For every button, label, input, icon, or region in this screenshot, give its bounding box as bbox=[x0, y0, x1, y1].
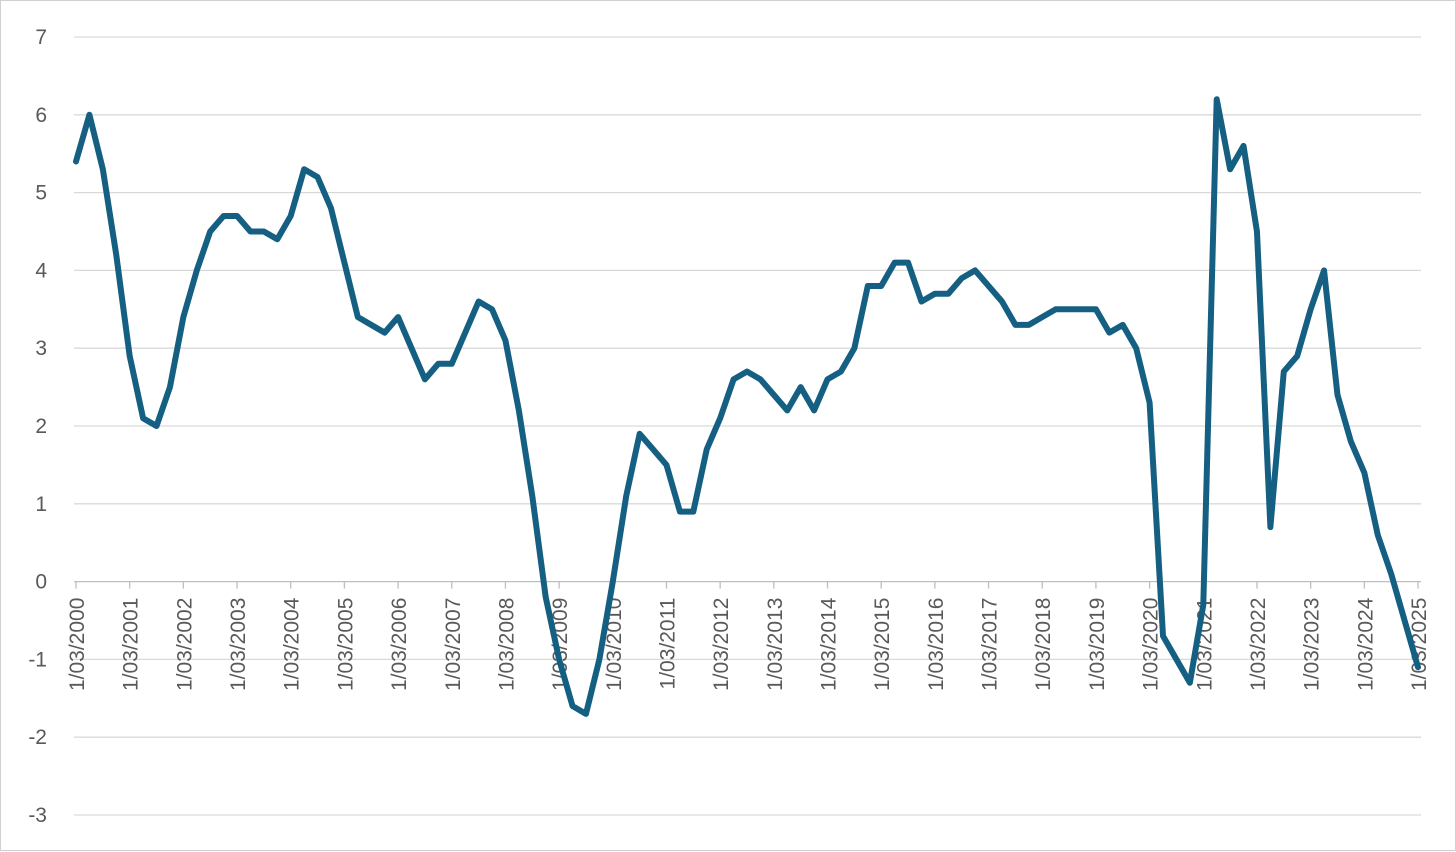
x-tick-label: 1/03/2013 bbox=[764, 598, 787, 691]
x-tick-label: 1/03/2023 bbox=[1301, 598, 1324, 691]
series-line bbox=[76, 99, 1418, 714]
y-tick-label: 6 bbox=[35, 104, 47, 127]
y-tick-label: -2 bbox=[28, 726, 47, 749]
series-layer bbox=[76, 99, 1418, 714]
x-tick-label: 1/03/2000 bbox=[66, 598, 89, 691]
x-tick-label: 1/03/2006 bbox=[388, 598, 411, 691]
x-axis-tick-labels: 1/03/2000 1/03/2001 1/03/2002 1/03/2003 1/03… bbox=[66, 597, 1431, 691]
x-tick-label: 1/03/2016 bbox=[925, 598, 948, 691]
y-tick-label: 0 bbox=[35, 571, 47, 594]
y-tick-label: 5 bbox=[35, 182, 47, 205]
x-tick-label: 1/03/2007 bbox=[442, 598, 465, 691]
x-tick-label: 1/03/2011 bbox=[656, 598, 679, 690]
x-tick-label: 1/03/2004 bbox=[281, 597, 304, 691]
x-tick-label: 1/03/2019 bbox=[1086, 598, 1109, 691]
y-tick-label: 2 bbox=[35, 415, 47, 438]
y-tick-label: 4 bbox=[35, 259, 47, 282]
y-tick-label: -3 bbox=[28, 804, 47, 827]
y-axis-tick-labels: 7 6 5 4 3 2 1 0 -1 -2 -3 bbox=[28, 26, 47, 827]
x-axis bbox=[74, 582, 1421, 589]
x-tick-label: 1/03/2022 bbox=[1247, 598, 1270, 691]
x-tick-label: 1/03/2002 bbox=[173, 598, 196, 691]
x-tick-label: 1/03/2018 bbox=[1032, 598, 1055, 691]
y-tick-label: 7 bbox=[35, 26, 47, 49]
x-tick-label: 1/03/2009 bbox=[549, 598, 572, 691]
x-tick-label: 1/03/2012 bbox=[710, 598, 733, 691]
x-tick-label: 1/03/2008 bbox=[495, 598, 518, 691]
x-tick-label: 1/03/2001 bbox=[120, 598, 143, 691]
x-tick-label: 1/03/2014 bbox=[818, 597, 841, 691]
x-tick-label: 1/03/2005 bbox=[334, 598, 357, 691]
y-tick-label: -1 bbox=[28, 648, 47, 671]
x-tick-label: 1/03/2024 bbox=[1354, 597, 1377, 691]
x-tick-label: 1/03/2017 bbox=[979, 598, 1002, 691]
y-tick-label: 1 bbox=[35, 493, 47, 516]
gridlines bbox=[74, 37, 1421, 815]
x-tick-label: 1/03/2015 bbox=[871, 598, 894, 691]
y-tick-label: 3 bbox=[35, 337, 47, 360]
x-tick-label: 1/03/2003 bbox=[227, 598, 250, 691]
